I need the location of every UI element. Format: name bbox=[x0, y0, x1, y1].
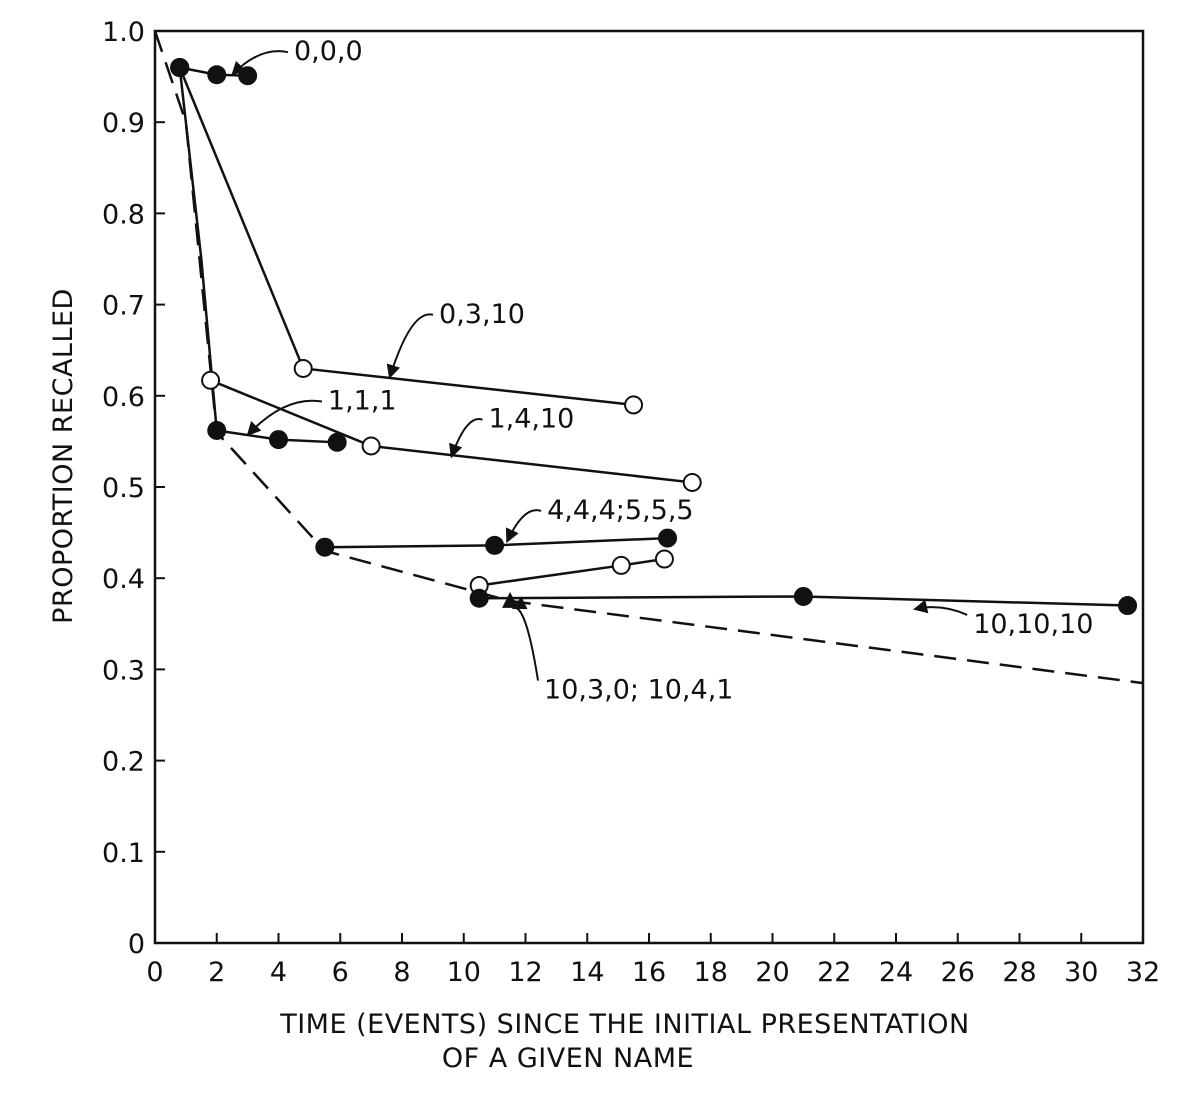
annotation-arrow bbox=[505, 509, 542, 543]
open-point bbox=[293, 358, 313, 378]
plot-frame bbox=[153, 29, 1145, 945]
data-curves bbox=[153, 30, 1144, 685]
x-tick-label: 16 bbox=[632, 957, 666, 988]
y-tick-label: 0.6 bbox=[102, 382, 145, 413]
annotation-arrow bbox=[511, 596, 540, 681]
filled-point bbox=[269, 430, 288, 450]
open-point bbox=[624, 395, 644, 415]
x-tick-label: 2 bbox=[208, 957, 225, 988]
filled-point bbox=[170, 57, 190, 77]
x-tick-label: 0 bbox=[146, 957, 163, 988]
y-tick-label: 0.7 bbox=[102, 291, 145, 322]
series-label: 0,3,10 bbox=[439, 299, 525, 330]
y-tick-label: 0.1 bbox=[102, 838, 145, 869]
series-line bbox=[178, 67, 634, 407]
x-tick-label: 4 bbox=[270, 957, 287, 988]
triangle-point bbox=[502, 591, 519, 608]
y-tick-label: 0.3 bbox=[102, 655, 145, 686]
filled-point bbox=[469, 588, 489, 608]
x-tick-label: 10 bbox=[447, 957, 481, 988]
data-markers bbox=[170, 57, 1138, 616]
x-tick-label: 22 bbox=[817, 957, 851, 988]
annotation-arrow bbox=[913, 599, 968, 616]
x-tick-label: 20 bbox=[755, 957, 789, 988]
filled-point bbox=[207, 65, 227, 85]
series-label: 1,1,1 bbox=[328, 385, 397, 416]
x-tick-label: 28 bbox=[1002, 957, 1036, 988]
x-tick-label: 26 bbox=[941, 957, 975, 988]
series-label: 10,3,0; 10,4,1 bbox=[544, 675, 733, 706]
y-tick-label: 0 bbox=[128, 929, 145, 960]
filled-point bbox=[485, 535, 505, 555]
series-label: 10,10,10 bbox=[973, 609, 1093, 640]
filled-point bbox=[327, 432, 347, 452]
series-annotations: 0,0,0 0,3,10 1,1,1 1,4,10 4,4,4;5,5,5 10,3,0;… bbox=[231, 36, 1093, 706]
open-point bbox=[361, 436, 381, 456]
filled-point bbox=[793, 586, 813, 606]
dashed-curve bbox=[153, 30, 1144, 685]
x-axis-ticks: 0 2 4 6 8 10 12 14 16 18 20 22 24 26 28 30 32 bbox=[146, 933, 1160, 988]
x-axis-label-line-1: TIME (EVENTS) SINCE THE INITIAL PRESENTA… bbox=[279, 1009, 970, 1040]
x-tick-label: 12 bbox=[508, 957, 542, 988]
y-axis-ticks: 0 0.1 0.2 0.3 0.4 0.5 0.6 0.7 0.8 0.9 1.0 bbox=[102, 17, 165, 960]
annotation-arrow bbox=[246, 399, 323, 437]
y-axis-label: PROPORTION RECALLED bbox=[48, 288, 79, 624]
y-tick-label: 0.2 bbox=[102, 747, 145, 778]
x-tick-label: 18 bbox=[694, 957, 728, 988]
y-tick-label: 1.0 bbox=[102, 17, 145, 48]
filled-point bbox=[1118, 596, 1138, 616]
annotation-arrow bbox=[449, 418, 483, 459]
x-axis-label-line-2: OF A GIVEN NAME bbox=[442, 1043, 694, 1074]
x-tick-label: 30 bbox=[1064, 957, 1098, 988]
y-tick-label: 0.5 bbox=[102, 473, 145, 504]
y-tick-label: 0.9 bbox=[102, 108, 145, 139]
open-point bbox=[201, 370, 221, 390]
x-tick-label: 14 bbox=[570, 957, 604, 988]
open-point bbox=[654, 549, 674, 569]
series-line bbox=[479, 557, 665, 587]
series-label: 0,0,0 bbox=[294, 36, 363, 67]
open-point bbox=[611, 555, 631, 575]
annotation-arrow bbox=[231, 50, 289, 76]
filled-point bbox=[315, 537, 335, 557]
annotation-arrow bbox=[386, 313, 434, 379]
filled-point bbox=[238, 66, 258, 86]
filled-point bbox=[658, 528, 678, 548]
series-label: 1,4,10 bbox=[488, 404, 574, 435]
x-tick-label: 32 bbox=[1126, 957, 1160, 988]
series-label: 4,4,4;5,5,5 bbox=[547, 495, 694, 526]
x-tick-label: 24 bbox=[879, 957, 913, 988]
x-tick-label: 8 bbox=[393, 957, 410, 988]
x-tick-label: 6 bbox=[332, 957, 349, 988]
open-point bbox=[682, 472, 702, 492]
y-tick-label: 0.4 bbox=[102, 564, 145, 595]
y-tick-label: 0.8 bbox=[102, 199, 145, 230]
filled-point bbox=[207, 420, 227, 440]
